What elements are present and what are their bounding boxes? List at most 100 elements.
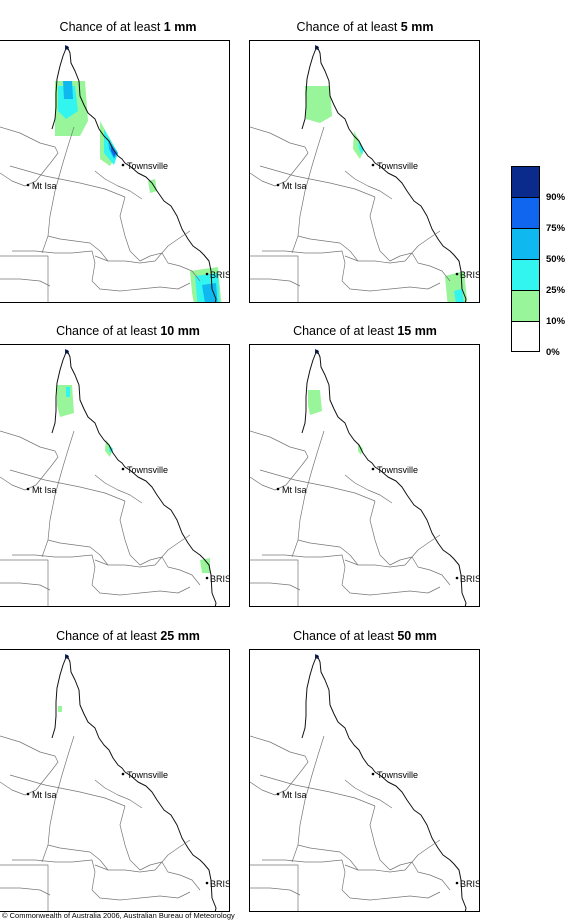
brisbane-marker xyxy=(205,881,209,885)
brisbane-marker xyxy=(205,576,209,580)
brisbane-marker xyxy=(205,272,209,276)
district-boundary xyxy=(250,735,309,796)
copyright-notice: © Commonwealth of Australia 2006, Austra… xyxy=(2,911,235,920)
district-boundary xyxy=(0,126,59,187)
coastline xyxy=(66,349,217,606)
district-boundary xyxy=(344,474,393,504)
district-boundary xyxy=(344,779,393,809)
district-boundary xyxy=(94,839,191,873)
inset-box xyxy=(0,559,49,606)
district-boundary xyxy=(94,534,191,568)
probability-area xyxy=(305,86,332,123)
district-boundary xyxy=(369,500,413,566)
district-boundary xyxy=(0,430,59,491)
coastline xyxy=(316,45,467,302)
district-boundary xyxy=(297,235,359,262)
panel-title: Chance of at least 50 mm xyxy=(250,629,480,643)
panel-title-prefix: Chance of at least xyxy=(296,20,398,34)
gulf-coastline xyxy=(301,349,318,434)
district-boundary xyxy=(47,235,109,262)
legend-swatch xyxy=(511,259,540,290)
queensland-map: Townsville Mt Isa BRIS xyxy=(250,45,479,302)
coastline xyxy=(316,654,467,911)
district-boundary xyxy=(341,889,441,901)
queensland-map: Townsville Mt Isa BRIS xyxy=(0,45,230,302)
inset-box xyxy=(0,255,49,302)
district-boundary xyxy=(9,774,126,807)
legend-label: 75% xyxy=(546,223,566,234)
panel-title-prefix: Chance of at least xyxy=(59,20,161,34)
probability-area xyxy=(202,283,218,302)
panel-title: Chance of at least 10 mm xyxy=(13,324,243,338)
queensland-map: Townsville Mt Isa BRIS xyxy=(0,654,230,911)
town-label-townsville: Townsville xyxy=(377,770,418,780)
probability-area xyxy=(57,385,74,417)
probability-area xyxy=(58,706,62,712)
district-boundary xyxy=(161,556,201,586)
district-boundary xyxy=(369,805,413,871)
probability-area xyxy=(454,289,464,302)
district-boundary xyxy=(9,165,126,198)
district-boundary xyxy=(47,539,109,566)
map-panel-15mm: Townsville Mt Isa BRIS xyxy=(249,344,480,607)
mt-isa-marker xyxy=(276,487,280,491)
district-boundary xyxy=(262,554,346,586)
panel-title-amount: 50 mm xyxy=(397,629,437,643)
district-boundary xyxy=(91,584,191,596)
district-boundary xyxy=(259,774,376,807)
brisbane-marker xyxy=(455,576,459,580)
town-label-brisbane: BRIS xyxy=(210,574,230,584)
legend-label: 90% xyxy=(546,192,566,203)
brisbane-marker xyxy=(455,272,459,276)
coastline xyxy=(66,45,217,302)
town-label-mt-isa: Mt Isa xyxy=(282,485,307,495)
panel-title-amount: 5 mm xyxy=(400,20,434,34)
town-label-townsville: Townsville xyxy=(377,465,418,475)
map-panel-10mm: Townsville Mt Isa BRIS xyxy=(0,344,230,607)
district-boundary xyxy=(262,250,346,282)
town-label-mt-isa: Mt Isa xyxy=(282,181,307,191)
panel-title-amount: 1 mm xyxy=(163,20,197,34)
townsville-marker xyxy=(371,467,375,471)
district-boundary xyxy=(250,887,301,896)
town-label-brisbane: BRIS xyxy=(210,270,230,280)
district-boundary xyxy=(250,278,301,287)
district-boundary xyxy=(119,196,163,262)
district-boundary xyxy=(94,474,143,504)
town-label-mt-isa: Mt Isa xyxy=(282,790,307,800)
district-boundary xyxy=(119,500,163,566)
legend-label: 10% xyxy=(546,316,566,327)
panel-title-prefix: Chance of at least xyxy=(293,629,394,643)
map-panel-1mm: Townsville Mt Isa BRIS xyxy=(0,40,230,303)
coastline xyxy=(316,349,467,606)
mt-isa-marker xyxy=(26,487,30,491)
town-label-townsville: Townsville xyxy=(127,465,168,475)
district-boundary xyxy=(0,278,51,287)
legend-swatch xyxy=(511,290,540,321)
legend-swatch xyxy=(511,228,540,259)
district-boundary xyxy=(91,280,191,292)
district-boundary xyxy=(91,889,191,901)
district-boundary xyxy=(12,250,96,282)
map-panel-25mm: Townsville Mt Isa BRIS xyxy=(0,649,230,912)
town-label-brisbane: BRIS xyxy=(210,879,230,889)
panel-title-prefix: Chance of at least xyxy=(293,324,394,338)
legend-swatch xyxy=(511,321,540,352)
legend-label: 0% xyxy=(546,347,560,358)
legend-swatch xyxy=(511,197,540,228)
district-boundary xyxy=(344,534,441,568)
panel-title-prefix: Chance of at least xyxy=(56,629,157,643)
district-boundary xyxy=(411,861,451,891)
queensland-map: Townsville Mt Isa BRIS xyxy=(250,654,479,911)
district-boundary xyxy=(161,252,201,282)
gulf-coastline xyxy=(51,654,68,739)
panel-title-amount: 25 mm xyxy=(160,629,200,643)
district-boundary xyxy=(297,539,359,566)
panel-title-amount: 10 mm xyxy=(160,324,200,338)
panel-title: Chance of at least 5 mm xyxy=(250,20,480,34)
mt-isa-marker xyxy=(26,183,30,187)
probability-area xyxy=(200,558,210,573)
legend-swatch xyxy=(511,166,540,197)
district-boundary xyxy=(344,170,393,200)
district-boundary xyxy=(250,430,309,491)
